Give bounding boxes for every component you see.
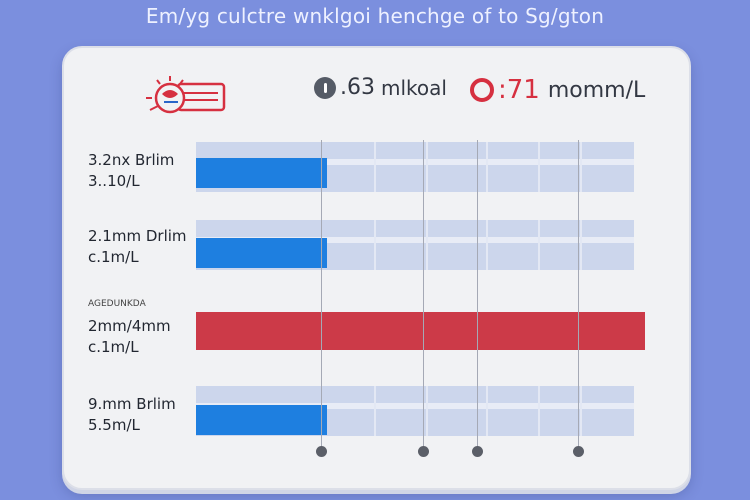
- row-label-line1: 2.1mm Drlim: [88, 227, 187, 245]
- marker-handle[interactable]: [316, 446, 327, 457]
- row-label: AGEDUNKDA 2mm/4mm c.1m/L: [88, 299, 171, 358]
- row-label-line1: 3.2nx Brlim: [88, 151, 175, 169]
- row-label: 3.2nx Brlim 3..10/L: [88, 150, 174, 192]
- gridline: [321, 140, 322, 452]
- row-caption: AGEDUNKDA: [88, 299, 146, 309]
- stat-unit: mlkoal: [381, 75, 447, 100]
- level-fill: [196, 405, 327, 435]
- row-label: 2.1mm Drlim c.1m/L: [88, 226, 187, 268]
- record-ring-icon: [470, 78, 494, 102]
- level-fill-highlight: [196, 312, 645, 350]
- stat-value: .63: [340, 75, 375, 100]
- row-label-line1: 9.mm Brlim: [88, 395, 176, 413]
- glucose-meter-icon: [146, 76, 226, 114]
- stat-value: :71: [498, 75, 540, 105]
- row-label-line2: c.1m/L: [88, 338, 139, 356]
- page-title: Em/yg culctre wnklgoi henchge of to Sg/g…: [145, 4, 605, 28]
- stat-glucose: :71 momm/L: [470, 75, 645, 105]
- level-fill: [196, 238, 327, 268]
- row-label-line2: 3..10/L: [88, 172, 140, 190]
- row-label-line2: c.1m/L: [88, 248, 139, 266]
- info-dot-icon: [314, 76, 336, 99]
- row-label: 9.mm Brlim 5.5m/L: [88, 394, 176, 436]
- marker-handle[interactable]: [573, 446, 584, 457]
- gridline: [477, 140, 478, 452]
- marker-handle[interactable]: [472, 446, 483, 457]
- row-label-line2: 5.5m/L: [88, 416, 140, 434]
- gridline: [423, 140, 424, 452]
- level-fill: [196, 158, 327, 188]
- stat-unit: momm/L: [547, 77, 646, 103]
- stat-calories: .63 mlkoal: [314, 75, 447, 100]
- marker-handle[interactable]: [418, 446, 429, 457]
- row-label-line1: 2mm/4mm: [88, 317, 171, 335]
- gridline: [578, 140, 579, 452]
